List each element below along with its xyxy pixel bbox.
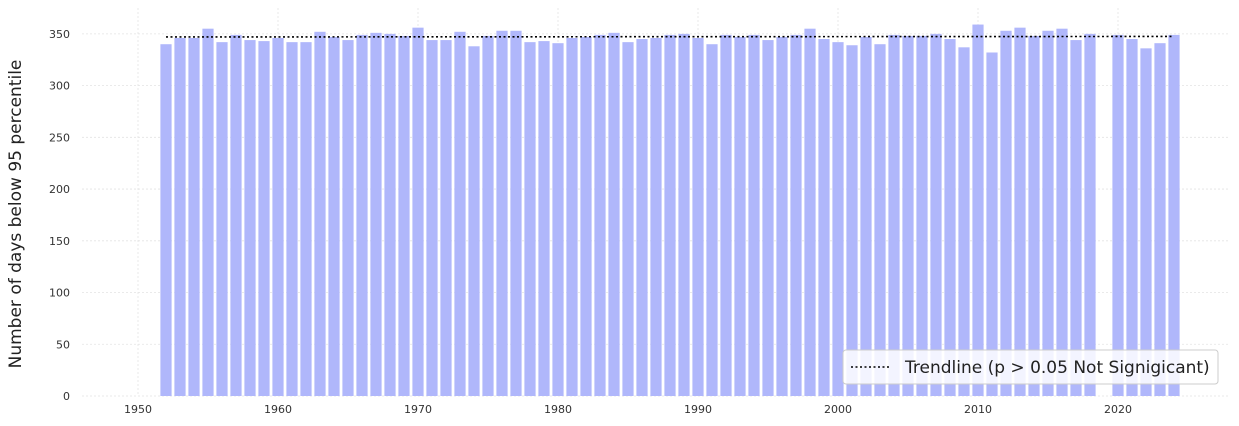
bar xyxy=(776,36,788,396)
bar xyxy=(258,41,270,396)
bar xyxy=(1154,43,1166,397)
x-tick-label: 2020 xyxy=(1104,403,1132,416)
x-axis: 1950 1960 1970 1980 1990 2000 2010 2020 xyxy=(124,403,1132,416)
trendline-path xyxy=(165,35,1175,38)
bar xyxy=(734,36,746,396)
bar xyxy=(664,34,676,396)
bar xyxy=(482,35,494,396)
bar xyxy=(706,44,718,397)
bar xyxy=(1000,30,1012,397)
bar xyxy=(1112,34,1124,396)
bar xyxy=(762,40,774,396)
y-tick-label: 200 xyxy=(49,183,70,196)
x-tick-label: 1990 xyxy=(684,403,712,416)
bar xyxy=(720,34,732,396)
x-tick-label: 2000 xyxy=(824,403,852,416)
bar xyxy=(174,38,186,396)
bar xyxy=(958,47,970,397)
bar xyxy=(496,30,508,397)
bar xyxy=(1028,35,1040,396)
bar xyxy=(202,28,214,397)
bar xyxy=(818,39,830,396)
bar xyxy=(986,52,998,397)
bar xyxy=(552,43,564,397)
bar xyxy=(1168,34,1180,396)
bar xyxy=(538,41,550,396)
bar xyxy=(622,42,634,396)
trendline xyxy=(165,35,1175,38)
y-axis: 0 50 100 150 200 250 300 350 xyxy=(49,28,70,403)
x-tick-label: 1980 xyxy=(544,403,572,416)
bar xyxy=(286,42,298,396)
y-tick-label: 0 xyxy=(63,390,70,403)
y-tick-label: 50 xyxy=(56,338,70,351)
bar xyxy=(216,42,228,396)
bar xyxy=(412,27,424,397)
bar xyxy=(1070,40,1082,396)
bar xyxy=(230,34,242,396)
bar xyxy=(888,34,900,396)
bar xyxy=(930,33,942,396)
bar xyxy=(384,33,396,396)
bar xyxy=(972,24,984,397)
y-tick-label: 250 xyxy=(49,131,70,144)
bar xyxy=(454,31,466,396)
y-tick-label: 100 xyxy=(49,287,70,300)
bar xyxy=(902,35,914,396)
bar xyxy=(272,38,284,396)
bar xyxy=(594,34,606,396)
bar xyxy=(692,38,704,396)
bar xyxy=(874,44,886,397)
bar xyxy=(370,32,382,396)
legend-box xyxy=(842,349,1219,385)
bar xyxy=(1084,33,1096,396)
bar xyxy=(804,28,816,397)
bar xyxy=(790,34,802,396)
bar xyxy=(1140,48,1152,397)
bar xyxy=(524,42,536,396)
bar xyxy=(566,38,578,396)
y-tick-label: 300 xyxy=(49,80,70,93)
bar xyxy=(846,45,858,397)
x-tick-label: 1970 xyxy=(404,403,432,416)
bar xyxy=(398,35,410,396)
bar xyxy=(426,40,438,396)
bar xyxy=(244,40,256,396)
bar xyxy=(916,35,928,396)
bar xyxy=(678,33,690,396)
legend-trend-label: Trendline (p > 0.05 Not Signigicant) xyxy=(904,358,1210,378)
bar xyxy=(328,36,340,396)
bar xyxy=(860,36,872,396)
bar xyxy=(636,39,648,396)
bar xyxy=(1056,28,1068,397)
bar xyxy=(342,40,354,396)
bar xyxy=(314,31,326,396)
bar xyxy=(944,39,956,396)
bar xyxy=(188,38,200,396)
bar xyxy=(510,30,522,397)
bar xyxy=(1042,30,1054,397)
bar xyxy=(832,42,844,396)
bar xyxy=(608,32,620,396)
x-tick-label: 2010 xyxy=(964,403,992,416)
bar-series xyxy=(160,24,1180,397)
bar xyxy=(300,42,312,396)
legend: Trendline (p > 0.05 Not Signigicant) xyxy=(842,349,1219,385)
y-tick-label: 150 xyxy=(49,235,70,248)
bar xyxy=(748,34,760,396)
y-axis-label: Number of days below 95 percentile xyxy=(6,60,26,369)
bar xyxy=(160,44,172,397)
bar xyxy=(580,36,592,396)
y-tick-label: 350 xyxy=(49,28,70,41)
bar xyxy=(1126,39,1138,396)
x-tick-label: 1950 xyxy=(124,403,152,416)
bar xyxy=(440,40,452,396)
bar xyxy=(356,34,368,396)
bar xyxy=(650,38,662,396)
bar xyxy=(1014,27,1026,397)
x-tick-label: 1960 xyxy=(264,403,292,416)
bar xyxy=(468,46,480,397)
